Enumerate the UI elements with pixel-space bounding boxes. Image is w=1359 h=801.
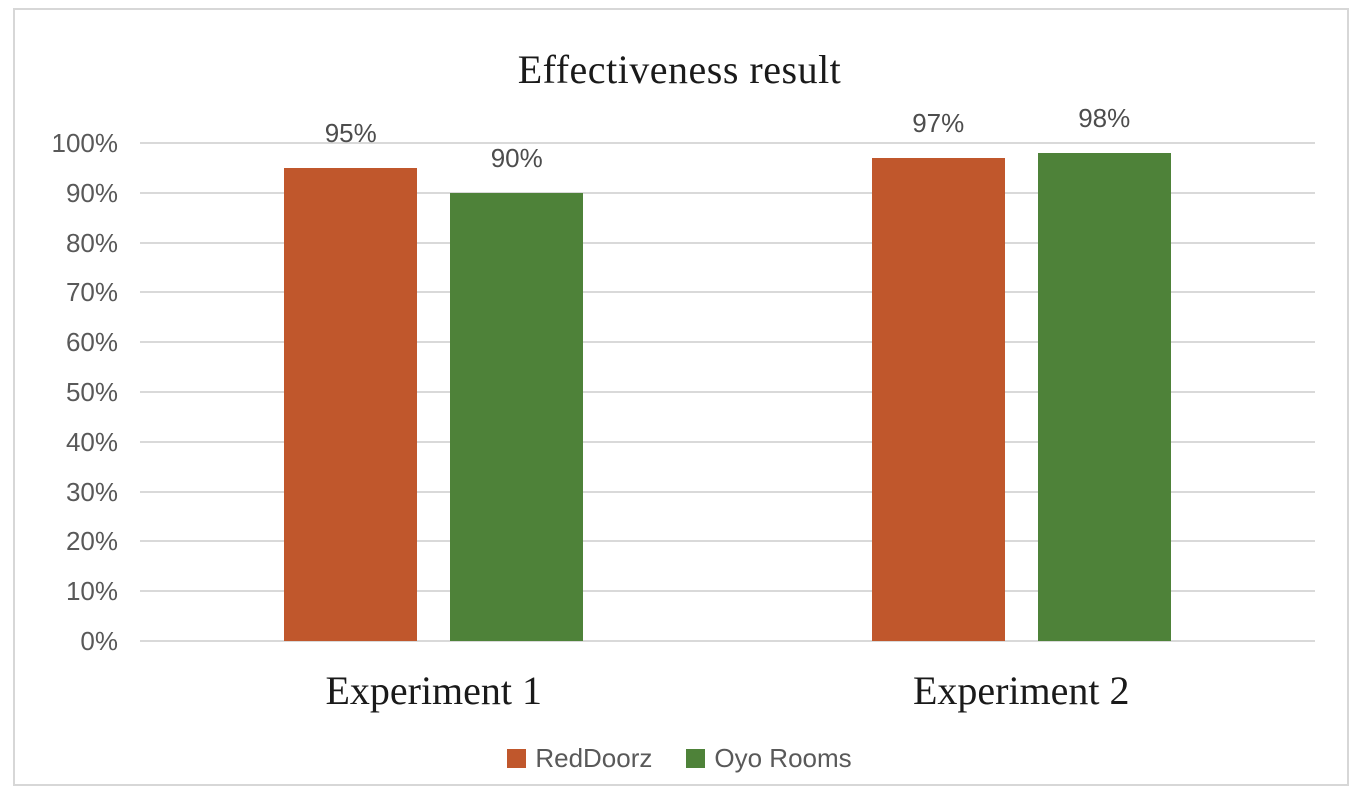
- bar-reddoorz-experiment-1: [284, 167, 418, 641]
- gridline-0-: [140, 640, 1315, 642]
- bar-reddoorz-experiment-2: [871, 157, 1005, 641]
- chart-title: Effectiveness result: [517, 47, 842, 92]
- y-axis-tick-0-: 0%: [80, 626, 118, 656]
- y-axis-tick-20-: 20%: [65, 526, 118, 557]
- legend-swatch-oyo-rooms: [686, 748, 706, 768]
- y-axis-tick-30-: 30%: [65, 476, 118, 507]
- y-axis-tick-100-: 100%: [51, 128, 119, 158]
- gridline-40-: [140, 440, 1315, 443]
- gridline-80-: [140, 241, 1315, 244]
- data-label-reddoorz-experiment-2: 97%: [912, 107, 965, 138]
- x-axis-category-experiment-1: Experiment 1: [325, 668, 543, 713]
- legend-swatch-reddoorz: [507, 748, 527, 768]
- data-label-reddoorz-experiment-1: 95%: [324, 117, 377, 148]
- y-axis-tick-10-: 10%: [65, 576, 118, 607]
- gridline-30-: [140, 490, 1315, 493]
- y-axis-tick-90-: 90%: [65, 177, 118, 208]
- data-label-oyo-rooms-experiment-2: 98%: [1078, 102, 1131, 133]
- bar-oyo-rooms-experiment-1: [450, 192, 584, 641]
- legend-label-oyo-rooms: Oyo Rooms: [714, 743, 852, 773]
- gridline-100-: [140, 142, 1315, 144]
- gridline-70-: [140, 291, 1315, 294]
- data-label-oyo-rooms-experiment-1: 90%: [490, 142, 543, 173]
- gridline-50-: [140, 391, 1315, 393]
- y-axis-tick-40-: 40%: [65, 426, 118, 457]
- gridline-90-: [140, 191, 1315, 194]
- legend-item-oyo-rooms: Oyo Rooms: [686, 743, 852, 773]
- legend-label-reddoorz: RedDoorz: [535, 743, 653, 773]
- gridline-60-: [140, 341, 1315, 344]
- y-axis-tick-60-: 60%: [65, 327, 118, 358]
- x-axis-category-experiment-2: Experiment 2: [912, 668, 1130, 713]
- gridline-10-: [140, 590, 1315, 593]
- y-axis-tick-70-: 70%: [65, 277, 118, 308]
- y-axis-tick-80-: 80%: [65, 227, 118, 258]
- gridline-20-: [140, 540, 1315, 543]
- chart-legend: RedDoorz Oyo Rooms: [0, 744, 1359, 772]
- y-axis-tick-50-: 50%: [65, 377, 118, 407]
- bar-oyo-rooms-experiment-2: [1037, 152, 1171, 641]
- legend-item-reddoorz: RedDoorz: [507, 744, 652, 772]
